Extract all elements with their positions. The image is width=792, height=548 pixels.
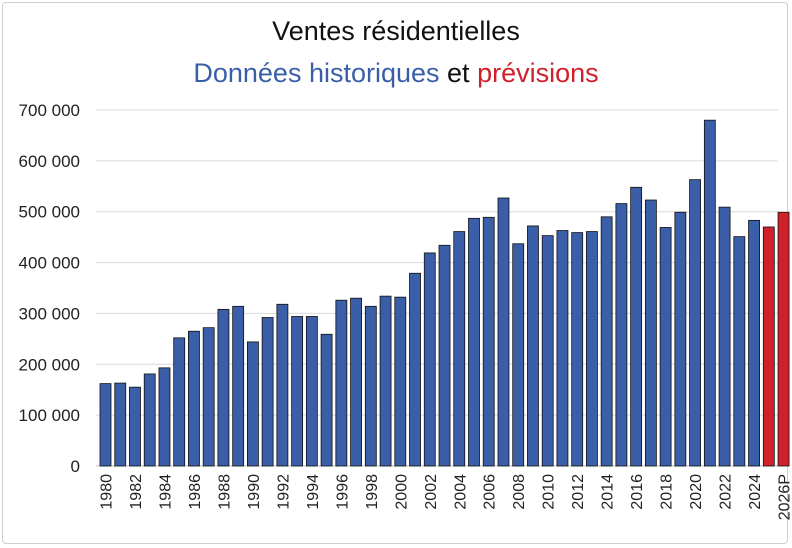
bar-2001 xyxy=(409,272,421,467)
x-tick-label: 1992 xyxy=(275,474,292,510)
bar-2023 xyxy=(733,236,746,467)
subtitle-historical: Données historiques xyxy=(193,58,440,88)
bar-2007 xyxy=(497,197,510,467)
x-tick-label: 2006 xyxy=(482,474,499,510)
x-tick-label: 2026P xyxy=(777,474,792,520)
bar-1992 xyxy=(276,303,289,467)
bar-1990 xyxy=(246,341,259,467)
x-tick-label: 1996 xyxy=(334,474,351,510)
x-tick-label: 2012 xyxy=(570,474,587,510)
bar-1982 xyxy=(129,386,141,467)
bar-2021 xyxy=(703,119,716,467)
subtitle-and: et xyxy=(447,58,470,88)
chart-subtitle: Données historiques et prévisions xyxy=(0,58,792,89)
bar-2005 xyxy=(468,217,480,467)
bar-1985 xyxy=(173,337,186,467)
bar-1997 xyxy=(350,297,362,467)
bar-2026P xyxy=(777,211,790,467)
x-tick-label: 2018 xyxy=(659,474,676,510)
x-axis-ticks: 1980 1982 1984 1986 1988 1990 1992 1994 1996 1998… xyxy=(99,474,792,520)
x-tick-label: 1990 xyxy=(246,474,263,510)
y-axis-ticks: 0 100 000 200 000 300 000 400 000 500 000 600 … xyxy=(19,101,80,476)
bar-1981 xyxy=(114,382,127,467)
bar-1994 xyxy=(305,316,318,467)
x-tick-label: 1982 xyxy=(128,474,145,510)
bar-2016 xyxy=(630,186,643,467)
bar-2000 xyxy=(394,296,407,467)
bar-1983 xyxy=(143,373,156,467)
bar-1998 xyxy=(364,305,377,467)
bar-2002 xyxy=(423,252,436,467)
y-tick-label: 600 000 xyxy=(19,152,80,171)
x-tick-label: 1980 xyxy=(99,474,116,510)
x-tick-label: 1998 xyxy=(364,474,381,510)
bar-1999 xyxy=(379,295,392,467)
x-tick-label: 2014 xyxy=(600,474,617,510)
x-tick-label: 1994 xyxy=(305,474,322,510)
bar-1995 xyxy=(320,333,333,467)
chart-title: Ventes résidentielles xyxy=(272,16,520,46)
x-tick-label: 2010 xyxy=(541,474,558,510)
bar-1984 xyxy=(158,367,171,467)
bar-2004 xyxy=(453,231,466,467)
x-tick-label: 2024 xyxy=(747,474,764,510)
x-tick-label: 1986 xyxy=(187,474,204,510)
y-tick-label: 200 000 xyxy=(19,355,80,374)
bars xyxy=(99,119,790,467)
bar-1988 xyxy=(217,308,230,467)
bar-2012 xyxy=(571,232,584,467)
bar-1980 xyxy=(99,383,112,467)
x-tick-label: 1988 xyxy=(216,474,233,510)
bar-2024 xyxy=(748,219,760,467)
x-tick-label: 2002 xyxy=(423,474,440,510)
x-tick-label: 2008 xyxy=(511,474,528,510)
bar-2006 xyxy=(482,216,495,467)
y-tick-label: 0 xyxy=(71,457,80,476)
bar-2010 xyxy=(541,235,554,467)
bar-2003 xyxy=(438,244,451,467)
bar-1986 xyxy=(188,330,200,467)
bar-1993 xyxy=(291,316,304,467)
bar-2018 xyxy=(659,227,672,467)
bar-2008 xyxy=(512,243,525,467)
x-tick-label: 2016 xyxy=(629,474,646,510)
y-tick-label: 400 000 xyxy=(19,254,80,273)
subtitle-forecast: prévisions xyxy=(477,58,599,88)
bar-1996 xyxy=(335,299,348,467)
bar-2020 xyxy=(689,179,701,467)
y-tick-label: 100 000 xyxy=(19,406,80,425)
bar-2017 xyxy=(644,199,657,467)
bar-2009 xyxy=(527,225,539,467)
x-tick-label: 2020 xyxy=(688,474,705,510)
bar-1989 xyxy=(232,305,245,467)
bar-2011 xyxy=(556,230,569,467)
bar-2014 xyxy=(600,216,613,467)
y-tick-label: 300 000 xyxy=(19,304,80,323)
x-tick-label: 2004 xyxy=(452,474,469,510)
bar-2015 xyxy=(615,203,628,467)
bar-2019 xyxy=(674,211,687,467)
bar-1991 xyxy=(261,317,274,467)
bar-2025 xyxy=(762,226,775,467)
y-tick-label: 500 000 xyxy=(19,203,80,222)
bar-2013 xyxy=(586,231,598,467)
x-tick-label: 2000 xyxy=(393,474,410,510)
x-tick-label: 1984 xyxy=(157,474,174,510)
x-tick-label: 2022 xyxy=(718,474,735,510)
y-tick-label: 700 000 xyxy=(19,101,80,120)
bar-1987 xyxy=(202,327,215,467)
bar-2022 xyxy=(718,206,731,467)
